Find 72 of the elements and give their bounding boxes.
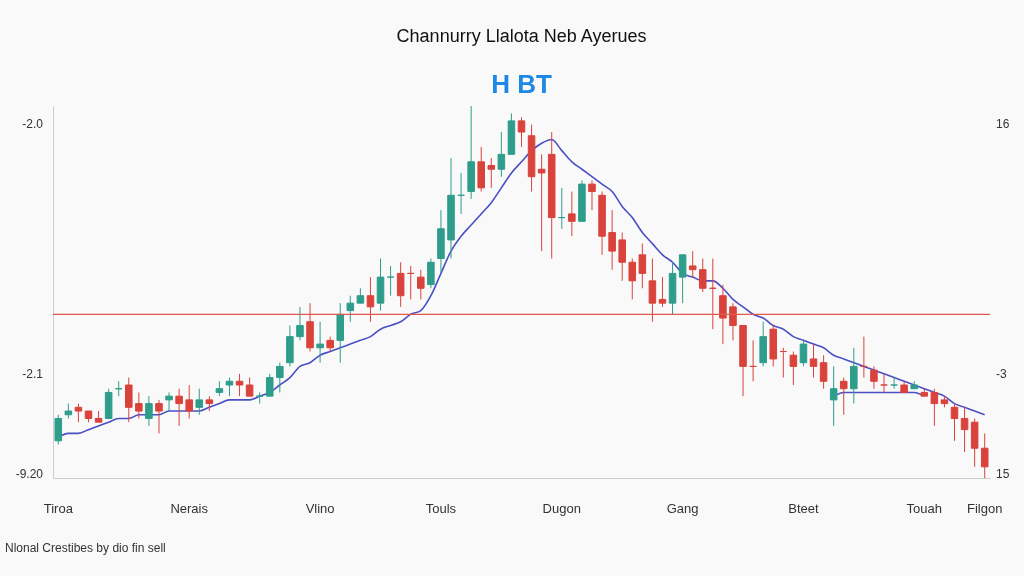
candlestick xyxy=(850,347,858,405)
candlestick xyxy=(789,351,798,386)
candlestick xyxy=(175,388,183,427)
candlestick xyxy=(145,395,153,427)
candlestick xyxy=(125,377,133,423)
candlestick xyxy=(678,254,687,304)
candlestick xyxy=(890,377,898,390)
x-tick-label: Vlino xyxy=(305,500,335,516)
candlestick xyxy=(930,388,939,427)
x-tick-label: Touah xyxy=(906,500,943,516)
text: Nlonal Crestibes by dio fin sell xyxy=(5,541,166,555)
x-tick-label: Touls xyxy=(425,500,457,516)
text: -3 xyxy=(996,367,1007,381)
candlestick xyxy=(537,153,546,252)
x-tick-label: Dugon xyxy=(542,500,581,516)
x-tick-label: Tiroa xyxy=(43,500,74,516)
candlestick xyxy=(276,362,284,393)
candlestick xyxy=(688,250,697,278)
candlestick xyxy=(628,258,637,300)
candlestick xyxy=(74,403,83,423)
candlestick xyxy=(698,258,707,293)
candlestick xyxy=(980,432,989,479)
candlestick xyxy=(658,276,667,308)
candlestick xyxy=(719,284,727,345)
text: 15 xyxy=(996,467,1010,481)
candlestick xyxy=(155,399,163,434)
candlestick xyxy=(960,406,969,453)
candlestick xyxy=(618,231,626,282)
candlestick xyxy=(829,365,838,427)
candlestick xyxy=(165,391,173,412)
candlestick xyxy=(235,373,244,397)
candlestick xyxy=(799,339,808,367)
candlestick xyxy=(568,191,576,237)
candlestick xyxy=(185,384,193,419)
candlestick xyxy=(417,269,425,300)
x-tick-label: Nerais xyxy=(170,500,209,516)
candlestick xyxy=(135,391,143,419)
candlestick xyxy=(638,243,647,289)
candlestick xyxy=(880,373,888,393)
candlestick xyxy=(225,377,234,397)
candlestick xyxy=(386,265,395,297)
candlestick xyxy=(839,377,848,416)
chart-title: Channurry Llalota Neb Ayerues xyxy=(396,25,647,46)
candlestick xyxy=(819,354,828,390)
candlestick xyxy=(296,306,304,341)
candlestick xyxy=(265,373,274,397)
text: -2.0 xyxy=(22,117,43,131)
candlestick xyxy=(497,131,506,178)
candlestick xyxy=(517,116,526,148)
candlestick xyxy=(245,377,254,397)
text: 16 xyxy=(996,117,1010,131)
x-tick-label: Bteet xyxy=(788,500,820,516)
text: -2.1 xyxy=(22,367,43,381)
candlestick xyxy=(54,414,63,446)
candlestick xyxy=(366,276,375,323)
candlestick xyxy=(608,209,616,271)
candlestick xyxy=(809,343,818,379)
candlestick xyxy=(950,403,959,442)
candlestick xyxy=(346,295,355,323)
candlestick xyxy=(648,258,657,323)
candlestick xyxy=(427,258,435,289)
candlestick xyxy=(588,179,596,211)
chart-subtitle: H BT xyxy=(491,68,552,99)
text: -9.20 xyxy=(15,467,43,481)
x-tick-label: Gang xyxy=(666,500,699,516)
candlestick xyxy=(487,157,496,189)
candlestick xyxy=(729,302,737,341)
x-tick-label: Filgon xyxy=(967,500,1003,516)
candlestick xyxy=(870,365,878,390)
candlestick xyxy=(396,261,405,308)
candlestick xyxy=(316,321,324,364)
candlestick xyxy=(195,388,204,416)
